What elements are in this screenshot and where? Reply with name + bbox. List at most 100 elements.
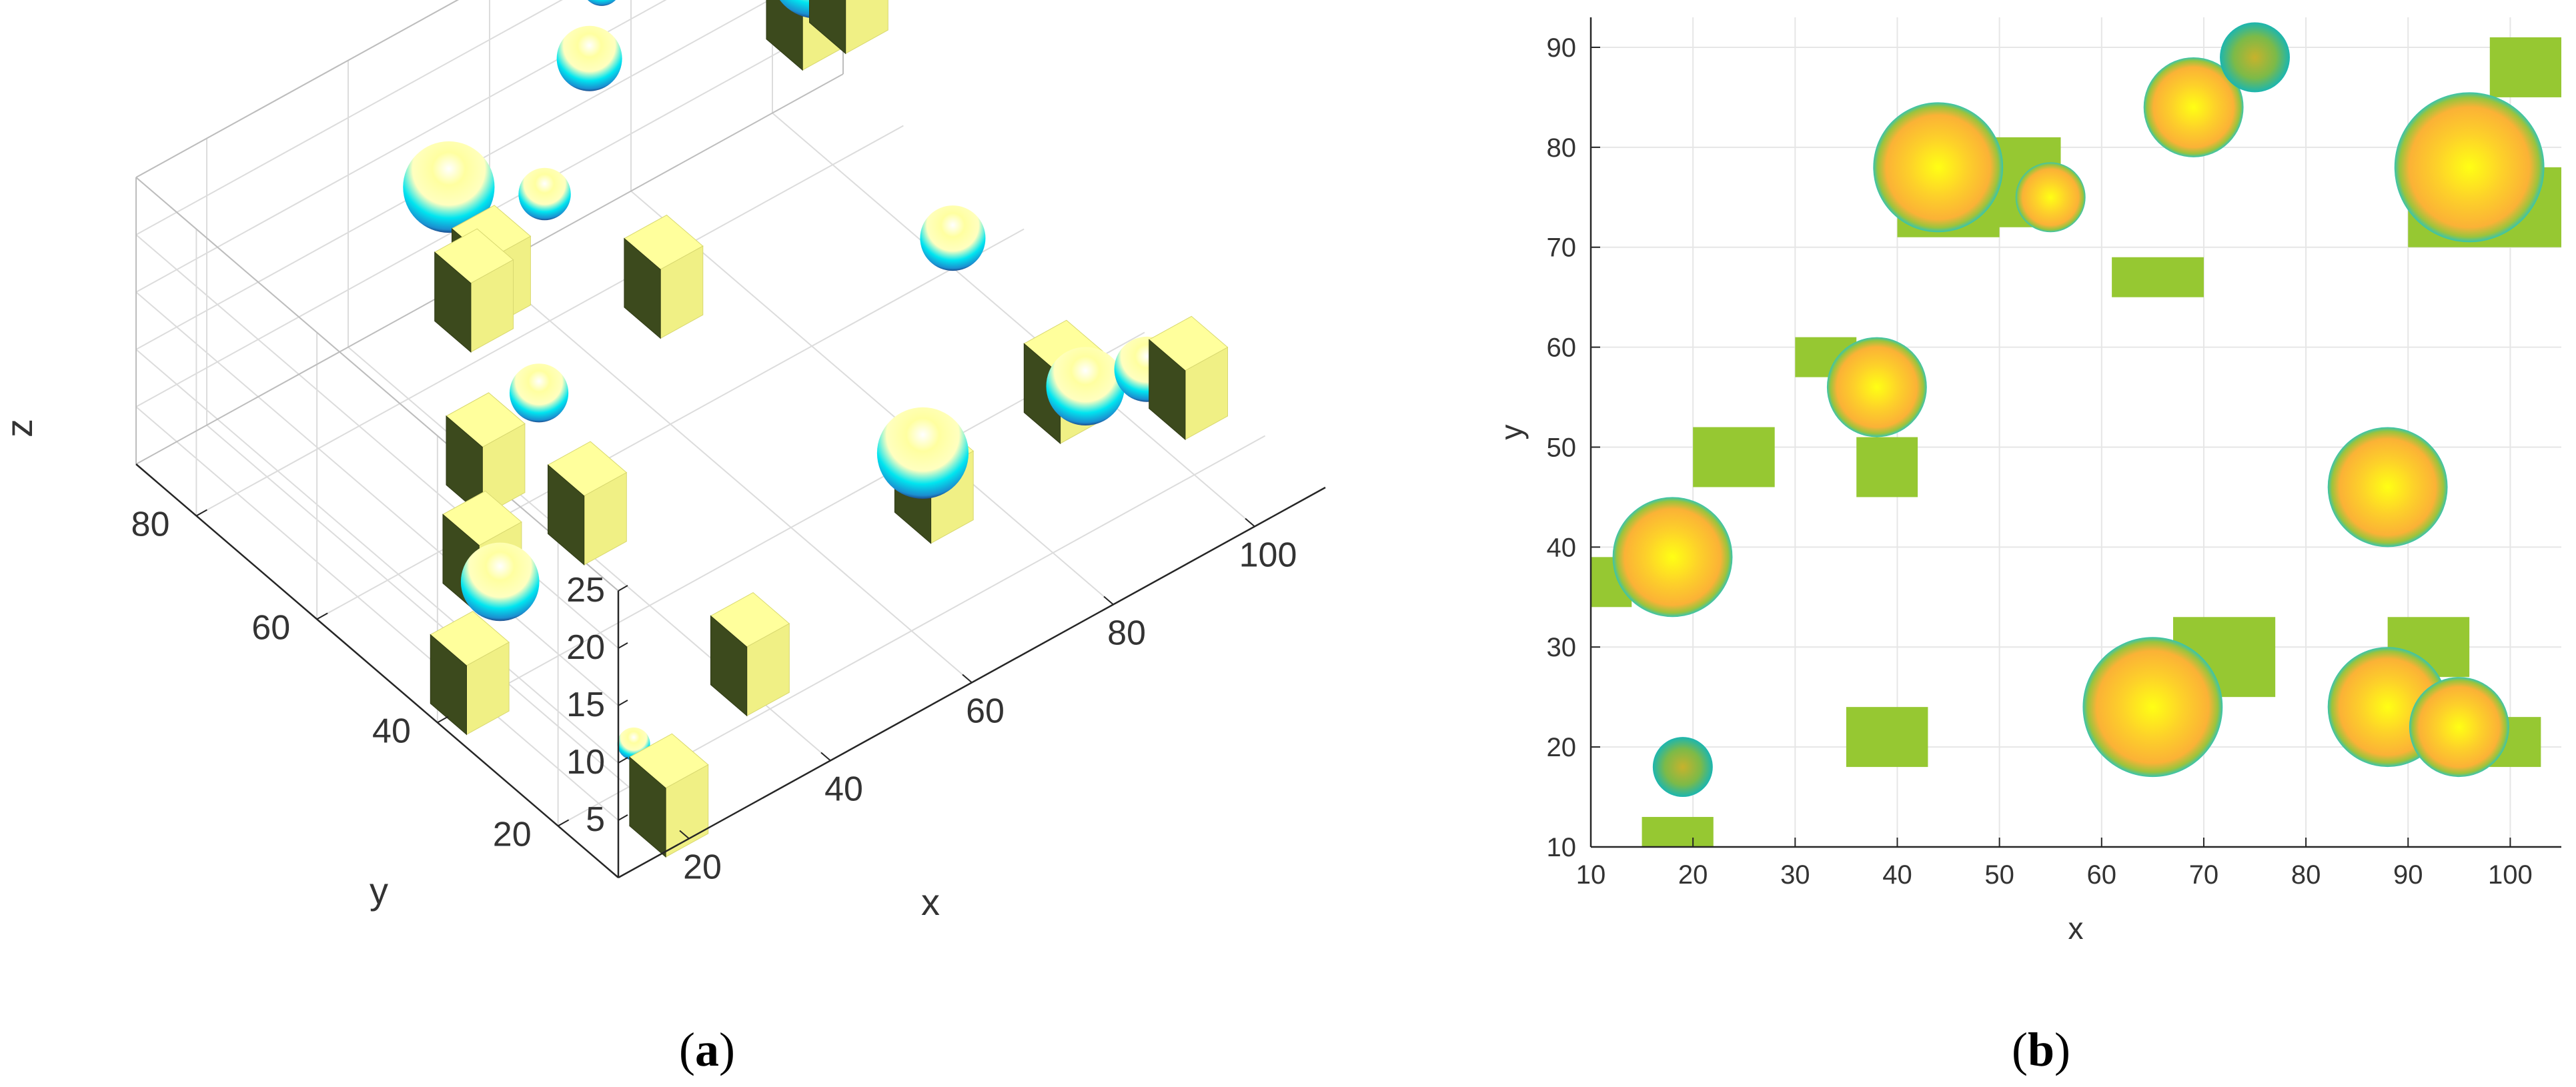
panel-a-y-tick-mark [437, 716, 449, 724]
panel-b-ticks: 10 20 30 40 50 60 70 80 90 100 10 20 30 40 50 60 70 80 90 [1547, 33, 2533, 890]
panel-b-rectangle [2489, 37, 2561, 97]
panel-a-caption: (a) [679, 1023, 735, 1076]
panel-b-x-tick-label: 10 [1576, 860, 1606, 890]
panel-a-backwall-gridline-z [135, 0, 771, 350]
panel-a-x-axis-label: x [921, 881, 940, 923]
panel-a-z-tick-mark [618, 757, 628, 764]
panel-b-circle [1612, 497, 1733, 618]
panel-a-cube [710, 592, 790, 717]
panel-a-z-tick-mark [618, 700, 628, 706]
panel-b-x-tick-label: 30 [1780, 860, 1810, 890]
panel-a-sphere [460, 542, 540, 622]
panel-a-x-tick-mark [1103, 596, 1114, 606]
panel-b-y-tick-label: 90 [1547, 33, 1577, 63]
panel-a-y-tick-label: 60 [251, 609, 290, 648]
panel-a-3d-plot: 20 40 60 80 100 20 40 60 80 5 10 15 20 25 x y z (a) [0, 0, 1326, 1076]
panel-b-x-tick-label: 90 [2393, 860, 2423, 890]
panel-a-box-edge [135, 177, 619, 592]
panel-a-x-tick-label: 60 [966, 692, 1005, 731]
panel-a-cube-side-face [629, 756, 666, 858]
panel-b-rectangle [1856, 437, 1918, 497]
panel-b-caption-close-paren: ) [2054, 1023, 2070, 1076]
panel-b-x-tick-label: 70 [2189, 860, 2219, 890]
panel-a-z-tick-label: 10 [566, 743, 605, 782]
panel-a-cube [547, 441, 628, 566]
panel-a-x-tick-mark [1245, 517, 1255, 527]
panel-b-y-tick-label: 50 [1547, 433, 1577, 462]
panel-b-y-tick-label: 60 [1547, 333, 1577, 363]
panel-b-y-tick-label: 20 [1547, 733, 1577, 762]
panel-b-axes [1589, 17, 2561, 848]
panel-a-z-axis-label: z [0, 419, 40, 437]
panel-b-circle [2327, 427, 2448, 548]
panel-a-cube-side-face [548, 464, 585, 566]
panel-a-caption-letter: a [695, 1023, 719, 1076]
panel-a-caption-close-paren: ) [719, 1023, 735, 1076]
panel-a-backwall-gridline-z [135, 0, 667, 293]
panel-a-y-tick-label: 20 [493, 816, 532, 854]
panel-a-cube-side-face [766, 0, 803, 71]
panel-b-circle [1652, 737, 1713, 798]
panel-a-sphere [403, 141, 495, 233]
panel-a-cube-side-face [1149, 339, 1186, 441]
panel-a-objects [403, 0, 1229, 858]
panel-a-cube-side-face [446, 415, 483, 517]
panel-a-y-tick-label: 40 [372, 712, 411, 751]
panel-b-rectangle [1693, 427, 1775, 487]
panel-a-y-tick-label: 80 [131, 505, 170, 544]
panel-a-backwall-gridline-z [135, 0, 563, 235]
panel-a-cube [629, 733, 709, 858]
panel-a-z-tick-label: 25 [566, 571, 605, 610]
panel-b-caption-letter: b [2028, 1023, 2054, 1076]
panel-a-sphere [509, 363, 569, 423]
panel-a-floor-gridline-x [489, 268, 973, 684]
panel-a-floor-gridline-y [316, 228, 1025, 620]
panel-a-sphere [587, 0, 616, 6]
panel-a-z-tick-label: 15 [566, 686, 605, 724]
panel-a-cube-side-face [430, 634, 467, 736]
panel-a-y-tick-mark [195, 509, 207, 517]
panel-a-cube-side-face [624, 237, 661, 339]
panel-b-rectangle [1846, 707, 1928, 768]
panel-a-cube-side-face [434, 251, 472, 353]
panel-a-cube [446, 392, 526, 517]
panel-b-circle [2220, 22, 2290, 93]
panel-a-x-tick-label: 20 [683, 848, 722, 887]
panel-b-circle [2015, 162, 2086, 233]
panel-b-circle [2143, 57, 2244, 157]
panel-a-sphere [518, 167, 571, 221]
panel-a-box-edge [135, 0, 460, 178]
panel-b-y-tick-label: 80 [1547, 133, 1577, 163]
panel-a-z-tick-mark [618, 585, 628, 592]
panel-b-circle [1873, 102, 2004, 233]
panel-b-y-tick-label: 10 [1547, 833, 1577, 862]
panel-a-cube [1148, 315, 1229, 441]
panel-a-cube [434, 228, 514, 353]
panel-a-sphere [556, 25, 622, 91]
panel-b-caption-open-paren: ( [2012, 1023, 2028, 1076]
panel-a-y-axis-line [135, 463, 619, 878]
panel-a-z-tick-mark [618, 642, 628, 649]
panel-a-z-tick-label: 5 [586, 800, 605, 839]
panel-a-cube [624, 214, 704, 339]
panel-a-sphere [1046, 347, 1125, 425]
panel-a-x-tick-mark [679, 830, 690, 840]
panel-a-cube-side-face [710, 615, 748, 717]
panel-a-x-tick-label: 80 [1107, 614, 1146, 653]
panel-b-y-tick-label: 40 [1547, 533, 1577, 562]
panel-b-y-axis-label: y [1494, 425, 1529, 440]
panel-a-cube-side-face [809, 0, 846, 55]
panel-a-sidewall-gridline-z [135, 406, 619, 821]
panel-a-z-tick-label: 20 [566, 628, 605, 667]
panel-b-x-axis-label: x [2068, 911, 2084, 946]
panel-a-y-axis-label: y [370, 870, 388, 912]
panel-a-floor-gridline-y [195, 125, 904, 517]
panel-b-x-tick-label: 20 [1678, 860, 1708, 890]
panel-b-2d-plot: 10 20 30 40 50 60 70 80 90 100102030405060708090 … [1494, 17, 2561, 1076]
panel-b-x-tick-label: 80 [2291, 860, 2321, 890]
panel-a-caption-open-paren: ( [679, 1023, 695, 1076]
panel-b-rectangle [1642, 817, 1714, 847]
panel-a-floor-gridline-x [772, 112, 1255, 527]
panel-b-circle [2409, 677, 2509, 778]
